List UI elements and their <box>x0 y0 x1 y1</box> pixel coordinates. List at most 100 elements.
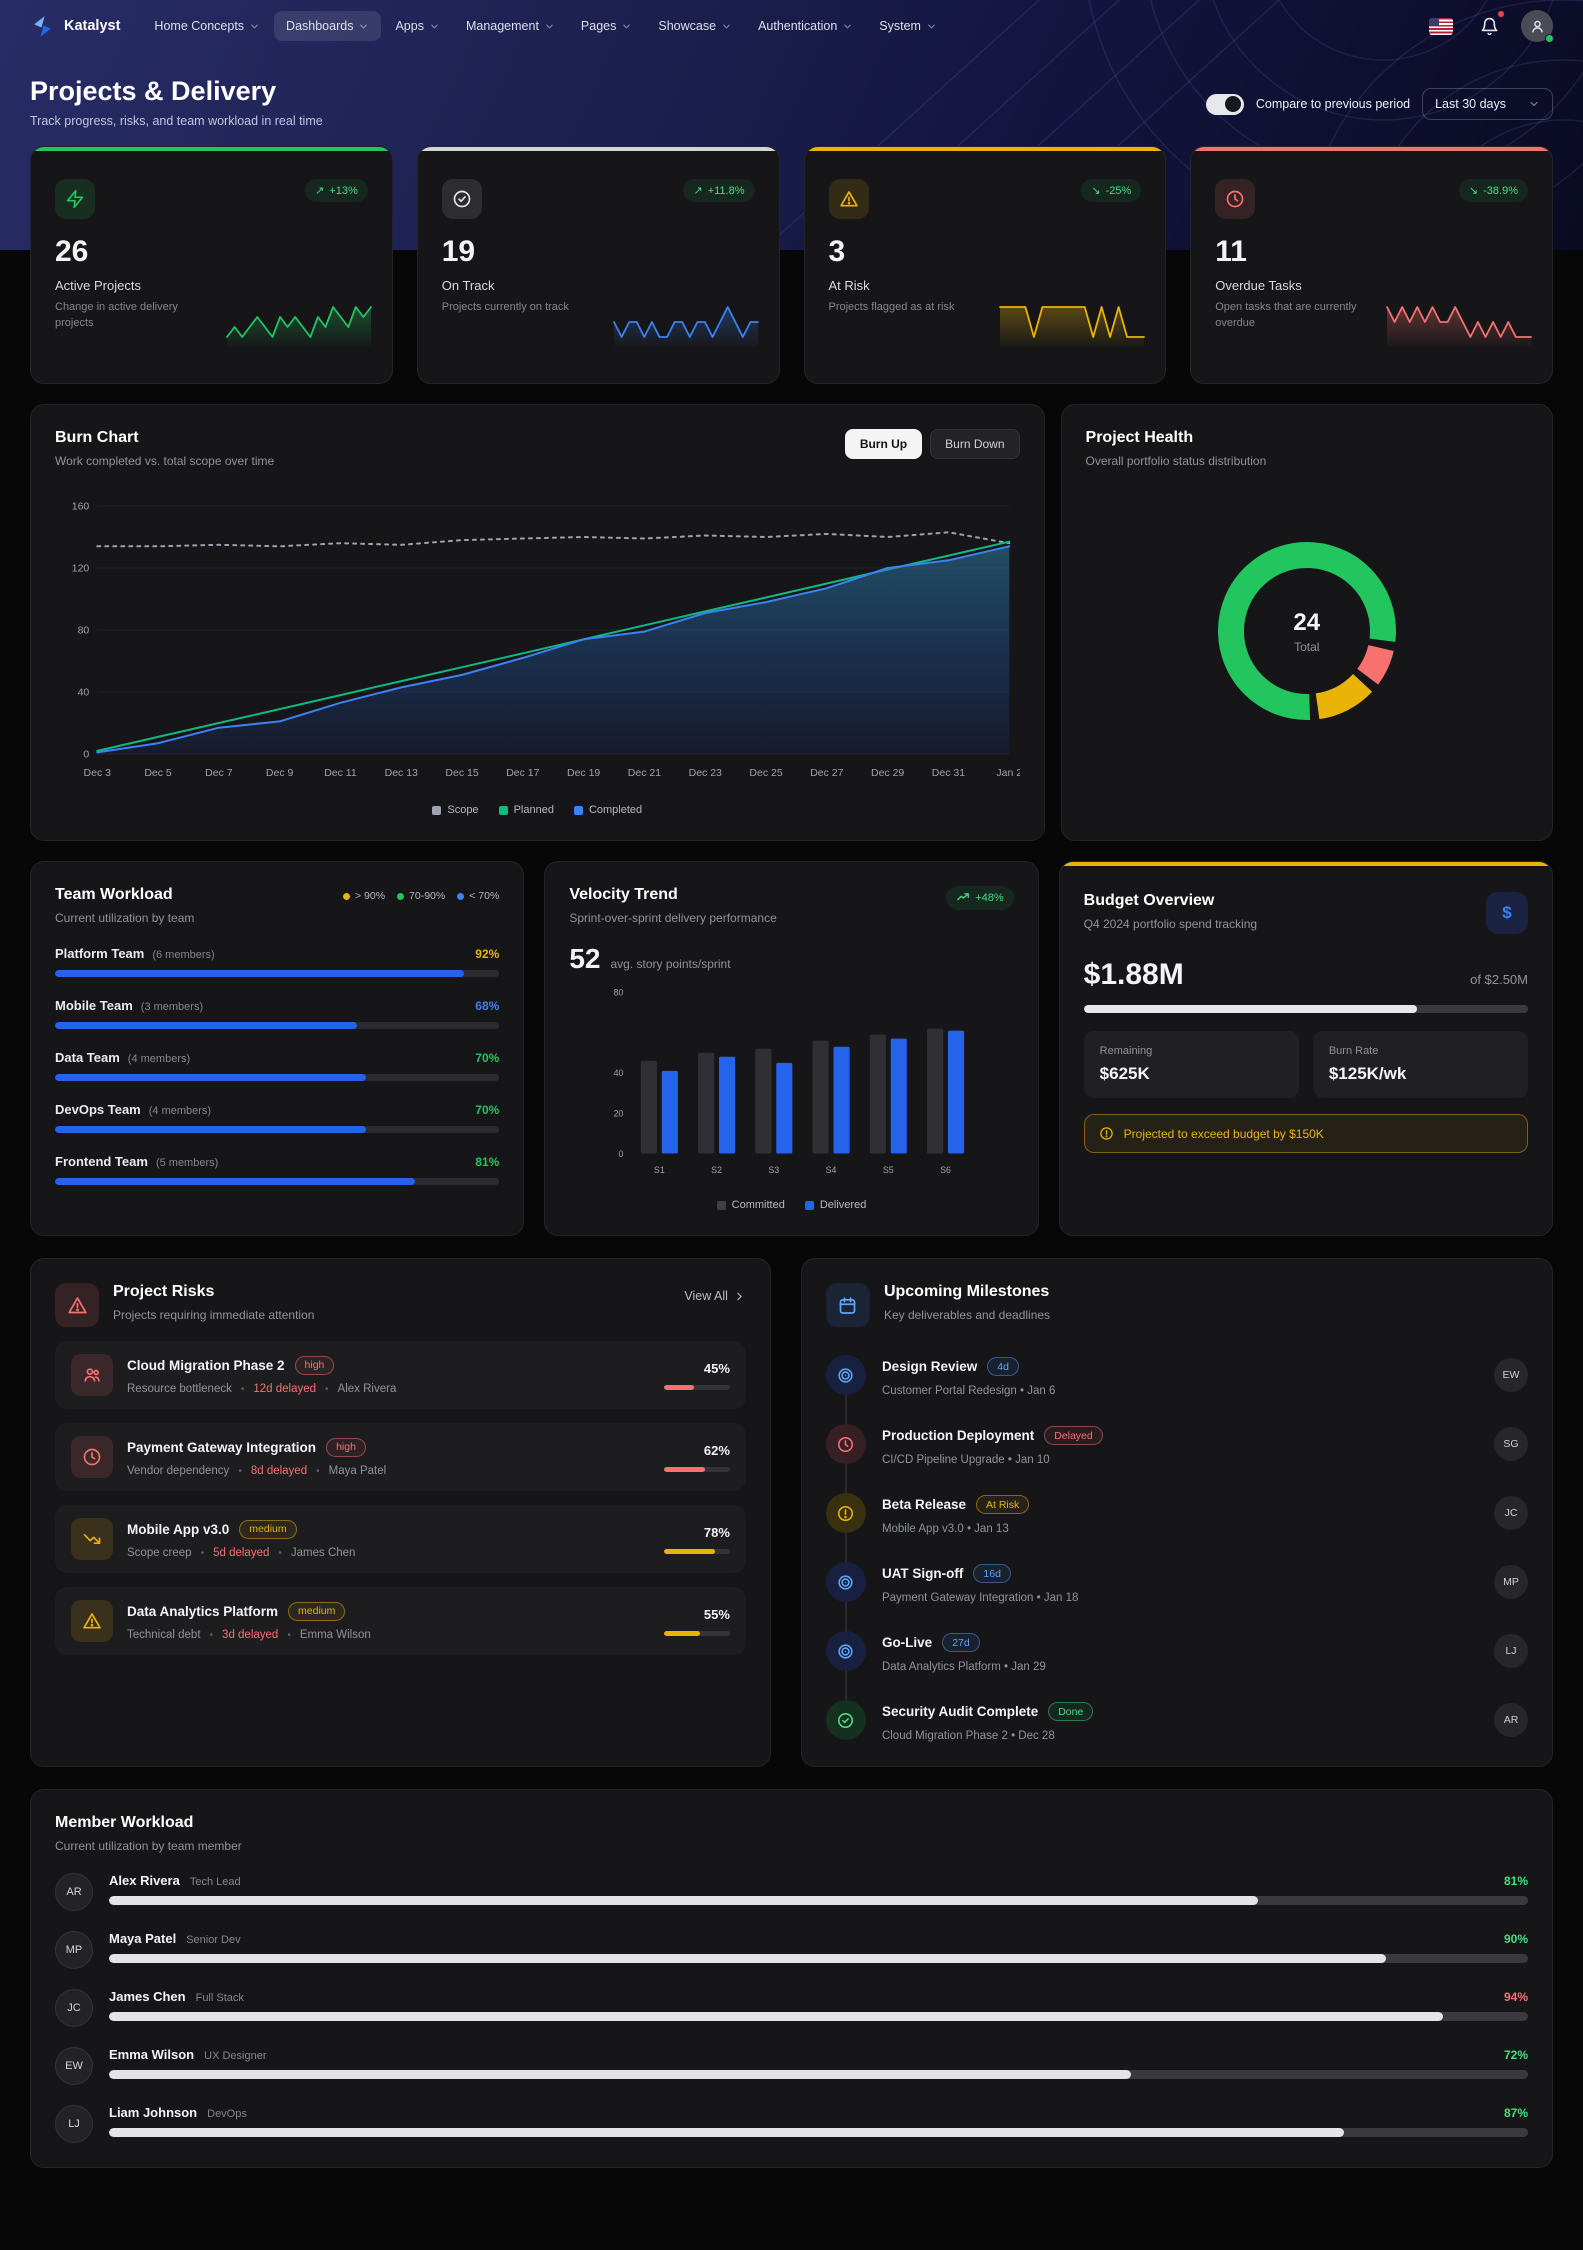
chevron-down-icon <box>621 21 632 32</box>
sparkline-chart <box>995 293 1149 349</box>
compare-toggle[interactable] <box>1205 93 1244 115</box>
kpi-row: ↗ +13% 26 Active Projects Change in activ… <box>30 146 1553 384</box>
budget-overview-card: Budget Overview Q4 2024 portfolio spend … <box>1058 861 1553 1236</box>
milestone-item[interactable]: Beta Release At Risk Mobile App v3.0 • Ja… <box>825 1493 1528 1562</box>
milestone-subtitle: Cloud Migration Phase 2 • Dec 28 <box>881 1730 1055 1742</box>
member-row: JC James Chen Full Stack 94% <box>55 1989 1528 2027</box>
kpi-label: On Track <box>441 278 495 293</box>
milestone-item[interactable]: Go-Live 27d Data Analytics Platform • Jan… <box>825 1631 1528 1700</box>
chevron-right-icon <box>737 1292 742 1300</box>
team-row: Mobile Team (3 members) 68% <box>55 998 500 1029</box>
budget-spent: $1.88M <box>1083 958 1184 991</box>
avatar: AR <box>55 1873 93 1911</box>
sparkline-chart <box>222 293 376 349</box>
target-icon <box>825 1631 866 1671</box>
zap-icon <box>55 179 95 219</box>
burn-up-button[interactable]: Burn Up <box>844 429 923 459</box>
alert-triangle-icon <box>71 1600 113 1642</box>
risk-item[interactable]: Cloud Migration Phase 2 high Resource bot… <box>55 1341 746 1409</box>
team-workload-subtitle: Current utilization by team <box>55 911 195 925</box>
risk-item[interactable]: Payment Gateway Integration high Vendor d… <box>55 1423 746 1491</box>
upcoming-milestones-card: Upcoming Milestones Key deliverables and… <box>800 1258 1553 1767</box>
nav-item-home-concepts[interactable]: Home Concepts <box>142 11 272 41</box>
kpi-description: Projects flagged as at risk <box>828 301 955 313</box>
legend-item: Delivered <box>804 1199 866 1211</box>
risk-progress-bar <box>663 1548 730 1554</box>
svg-text:S5: S5 <box>883 1165 894 1175</box>
svg-text:Dec 13: Dec 13 <box>385 767 418 779</box>
risk-progress-bar <box>663 1466 730 1472</box>
toggle-knob <box>1224 96 1241 112</box>
utilization-bar <box>109 2128 1528 2137</box>
velocity-bar-chart: 80 40 20 0 S1 S2 S3 S4 S5 S6 <box>569 981 1013 1189</box>
burn-down-button[interactable]: Burn Down <box>930 429 1020 459</box>
page-subtitle: Track progress, risks, and team workload… <box>30 114 323 128</box>
nav-item-management[interactable]: Management <box>454 11 567 41</box>
risk-progress-value: 62% <box>703 1442 730 1458</box>
chevron-down-icon <box>429 21 440 32</box>
card-accent <box>804 147 1166 151</box>
risk-progress-value: 45% <box>703 1360 730 1376</box>
bell-icon <box>1481 17 1497 35</box>
milestone-item[interactable]: Production Deployment Delayed CI/CD Pipel… <box>825 1424 1528 1493</box>
risk-item[interactable]: Data Analytics Platform medium Technical … <box>55 1587 746 1655</box>
team-row: Frontend Team (5 members) 81% <box>55 1154 500 1185</box>
nav-item-showcase[interactable]: Showcase <box>646 11 744 41</box>
risks-title: Project Risks <box>113 1283 215 1300</box>
svg-text:Dec 29: Dec 29 <box>871 767 904 779</box>
milestone-item[interactable]: Design Review 4d Customer Portal Redesign… <box>825 1355 1528 1424</box>
brand-name: Katalyst <box>64 18 121 34</box>
velocity-avg-value: 52 <box>569 943 601 974</box>
chevron-down-icon <box>926 21 937 32</box>
budget-remaining-box: Remaining $625K <box>1083 1031 1299 1098</box>
timeline-connector <box>844 1375 847 1702</box>
nav-item-system[interactable]: System <box>867 11 949 41</box>
legend-item: Completed <box>573 804 642 816</box>
avatar: AR <box>1494 1703 1528 1737</box>
language-flag-button[interactable] <box>1425 10 1457 42</box>
kpi-card-on-track: ↗ +11.8% 19 On Track Projects currently o… <box>416 146 780 384</box>
page-title: Projects & Delivery <box>30 76 277 106</box>
svg-text:S1: S1 <box>654 1165 665 1175</box>
trend-arrow-icon: ↘ <box>1468 185 1479 197</box>
online-status-dot <box>1545 34 1554 43</box>
nav-item-pages[interactable]: Pages <box>569 11 644 41</box>
utilization-bar <box>109 1896 1528 1905</box>
milestone-item[interactable]: Security Audit Complete Done Cloud Migrat… <box>825 1700 1528 1742</box>
profile-button[interactable] <box>1521 10 1554 43</box>
kpi-value: 26 <box>55 235 89 268</box>
health-total-value: 24 <box>1293 608 1321 636</box>
svg-text:Dec 25: Dec 25 <box>749 767 782 779</box>
trend-badge: ↗ +11.8% <box>683 179 755 202</box>
project-health-subtitle: Overall portfolio status distribution <box>1085 454 1267 468</box>
svg-text:80: 80 <box>614 988 624 998</box>
milestone-subtitle: Customer Portal Redesign • Jan 6 <box>881 1385 1056 1397</box>
view-all-link[interactable]: View All <box>684 1289 746 1303</box>
avatar: MP <box>55 1931 93 1969</box>
utilization-bar <box>55 1022 500 1029</box>
nav-item-authentication[interactable]: Authentication <box>746 11 865 41</box>
burn-chart-title: Burn Chart <box>55 429 139 446</box>
milestone-item[interactable]: UAT Sign-off 16d Payment Gateway Integrat… <box>825 1562 1528 1631</box>
avatar: JC <box>1494 1496 1528 1530</box>
project-health-title: Project Health <box>1085 429 1194 446</box>
kpi-description: Projects currently on track <box>441 301 569 313</box>
svg-text:20: 20 <box>614 1108 624 1118</box>
chevron-down-icon <box>249 21 260 32</box>
calendar-icon <box>825 1283 870 1327</box>
nav-item-dashboards[interactable]: Dashboards <box>274 11 382 41</box>
notifications-button[interactable] <box>1473 10 1505 42</box>
kpi-description: Change in active delivery projects <box>55 301 178 329</box>
kpi-label: At Risk <box>828 278 870 293</box>
risks-subtitle: Projects requiring immediate attention <box>113 1308 315 1322</box>
burn-chart-subtitle: Work completed vs. total scope over time <box>55 454 275 468</box>
milestone-badge: 16d <box>973 1564 1011 1583</box>
period-select[interactable]: Last 30 days <box>1422 88 1553 120</box>
velocity-legend: Committed Delivered <box>569 1199 1013 1211</box>
avatar: MP <box>1494 1565 1528 1599</box>
kpi-label: Overdue Tasks <box>1215 278 1302 293</box>
milestone-badge: 4d <box>987 1357 1019 1376</box>
burn-chart-legend: Scope Planned Completed <box>55 804 1020 816</box>
nav-item-apps[interactable]: Apps <box>383 11 452 41</box>
